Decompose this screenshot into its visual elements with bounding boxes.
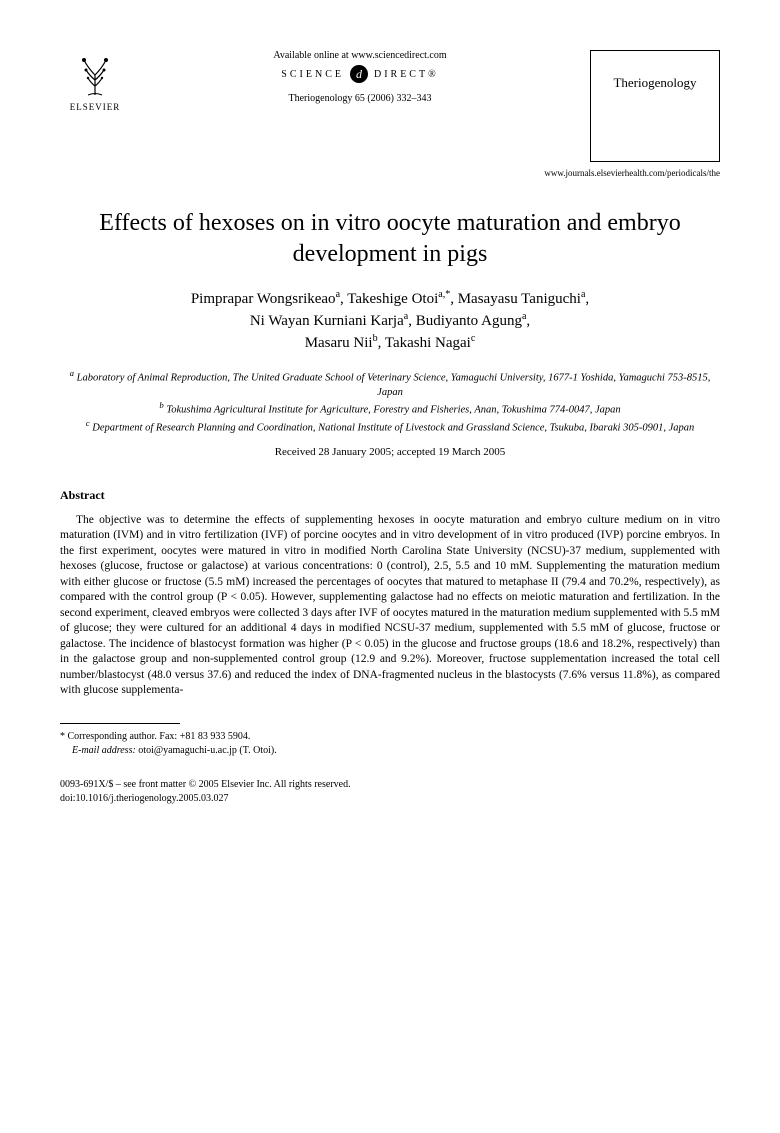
article-title: Effects of hexoses on in vitro oocyte ma… xyxy=(60,208,720,270)
author: Masayasu Taniguchia xyxy=(458,291,586,307)
author: Takeshige Otoia,* xyxy=(347,291,450,307)
publisher-name: ELSEVIER xyxy=(60,102,130,112)
affiliation-b: b Tokushima Agricultural Institute for A… xyxy=(60,400,720,418)
author: Budiyanto Agunga xyxy=(416,313,527,329)
journal-name: Theriogenology xyxy=(597,75,713,91)
footnote-separator xyxy=(60,723,180,724)
journal-url: www.journals.elsevierhealth.com/periodic… xyxy=(60,168,720,178)
sciencedirect-logo: SCIENCE d DIRECT® xyxy=(130,65,590,83)
abstract-section: Abstract The objective was to determine … xyxy=(60,488,720,699)
available-online-text: Available online at www.sciencedirect.co… xyxy=(130,50,590,61)
article-dates: Received 28 January 2005; accepted 19 Ma… xyxy=(60,446,720,458)
author: Takashi Nagaic xyxy=(385,335,475,351)
publisher-logo-block: ELSEVIER xyxy=(60,50,130,112)
header-center: Available online at www.sciencedirect.co… xyxy=(130,50,590,106)
abstract-body: The objective was to determine the effec… xyxy=(60,513,720,699)
elsevier-tree-icon xyxy=(70,50,120,100)
email-line: E-mail address: otoi@yamaguchi-u.ac.jp (… xyxy=(72,744,720,758)
copyright-block: 0093-691X/$ – see front matter © 2005 El… xyxy=(60,778,720,806)
journal-reference: Theriogenology 65 (2006) 332–343 xyxy=(130,93,590,104)
header: ELSEVIER Available online at www.science… xyxy=(60,50,720,162)
doi-line: doi:10.1016/j.theriogenology.2005.03.027 xyxy=(60,792,720,806)
affiliations: a Laboratory of Animal Reproduction, The… xyxy=(60,368,720,435)
science-text: SCIENCE xyxy=(281,69,344,80)
copyright-line: 0093-691X/$ – see front matter © 2005 El… xyxy=(60,778,720,792)
journal-box: Theriogenology xyxy=(590,50,720,162)
affiliation-c: c Department of Research Planning and Co… xyxy=(60,418,720,436)
abstract-heading: Abstract xyxy=(60,488,720,503)
author-list: Pimprapar Wongsrikeaoa, Takeshige Otoia,… xyxy=(60,288,720,354)
affiliation-a: a Laboratory of Animal Reproduction, The… xyxy=(60,368,720,400)
author: Pimprapar Wongsrikeaoa xyxy=(191,291,340,307)
sd-d-icon: d xyxy=(350,65,368,83)
author: Ni Wayan Kurniani Karjaa xyxy=(250,313,408,329)
direct-text: DIRECT® xyxy=(374,69,439,80)
corresponding-author-footnote: * Corresponding author. Fax: +81 83 933 … xyxy=(60,730,720,758)
corr-author-line: * Corresponding author. Fax: +81 83 933 … xyxy=(60,730,720,744)
author: Masaru Niib xyxy=(305,335,378,351)
